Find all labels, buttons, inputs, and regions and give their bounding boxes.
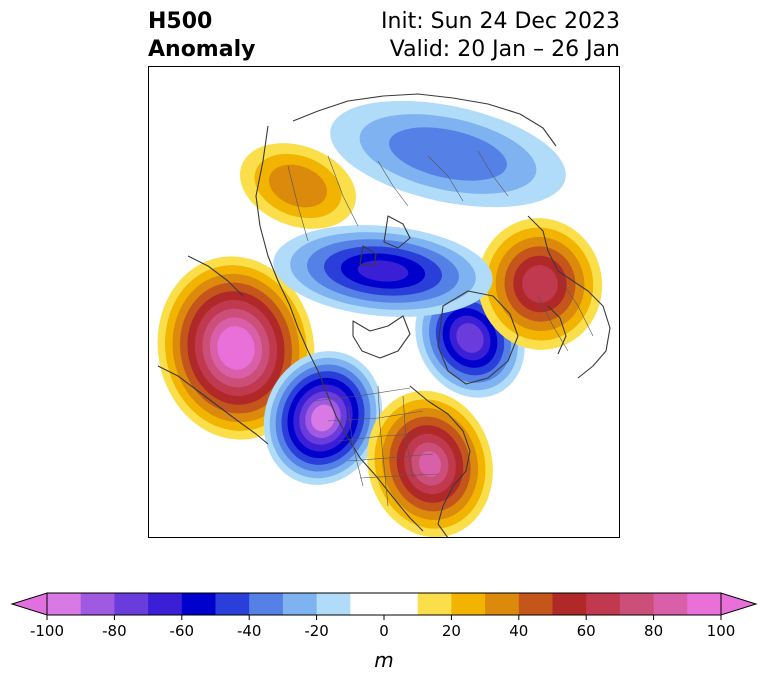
colorbar-box <box>687 593 722 615</box>
colorbar-box <box>619 593 654 615</box>
colorbar-box <box>282 593 317 615</box>
colorbar-tick-label: -80 <box>102 622 127 640</box>
contour-level <box>418 451 442 477</box>
colorbar-tick-label: -20 <box>304 622 329 640</box>
colorbar-box <box>114 593 149 615</box>
anomaly-trough <box>330 100 566 208</box>
colorbar-extend-low <box>10 592 48 616</box>
colorbar-tick-label: -40 <box>237 622 262 640</box>
colorbar-box <box>518 593 553 615</box>
map-title: H500 Anomaly <box>148 8 255 64</box>
colorbar-box <box>451 593 486 615</box>
anomaly-ridge <box>477 218 603 350</box>
colorbar-tick-label: 60 <box>577 622 596 640</box>
colorbar-box <box>80 593 115 615</box>
colorbar-box <box>552 593 587 615</box>
colorbar-extend-high <box>720 592 758 616</box>
map-border <box>148 66 620 538</box>
colorbar-tick-label: 100 <box>707 622 736 640</box>
colorbar-box <box>47 593 82 615</box>
anomaly-trough <box>263 351 383 485</box>
colorbar-tick-label: -60 <box>170 622 195 640</box>
colorbar-unit-label: m <box>374 648 393 672</box>
contour-level <box>522 265 558 303</box>
colorbar-box <box>384 593 419 615</box>
colorbar-tick-label: -100 <box>30 622 64 640</box>
colorbar-box <box>181 593 216 615</box>
colorbar-boxes <box>10 592 758 616</box>
colorbar-box <box>215 593 250 615</box>
colorbar-box <box>485 593 520 615</box>
colorbar-box <box>316 593 351 615</box>
colorbar: -100 -80 -60 -40 -20 0 20 40 60 80 100 m <box>10 592 758 672</box>
anomaly-trough <box>273 225 493 317</box>
colorbar-tick-label: 80 <box>644 622 663 640</box>
colorbar-box <box>350 593 385 615</box>
coastlines <box>157 93 611 538</box>
anomaly-contours <box>157 100 603 538</box>
anomaly-ridge <box>367 390 493 538</box>
contour-level <box>311 404 335 432</box>
contour-level <box>224 334 248 362</box>
forecast-dates: Init: Sun 24 Dec 2023 Valid: 20 Jan – 26… <box>381 8 620 64</box>
colorbar-box <box>148 593 183 615</box>
colorbar-box <box>653 593 688 615</box>
init-date: Init: Sun 24 Dec 2023 <box>381 9 620 34</box>
anomaly-ridge <box>239 143 357 229</box>
colorbar-box <box>586 593 621 615</box>
colorbar-box <box>249 593 284 615</box>
colorbar-tick-label: 20 <box>442 622 461 640</box>
contour-level <box>389 127 507 181</box>
anomaly-map <box>148 66 620 538</box>
title-line-1: H500 <box>148 9 213 34</box>
valid-date: Valid: 20 Jan – 26 Jan <box>389 37 620 62</box>
colorbar-ticks: -100 -80 -60 -40 -20 0 20 40 60 80 100 <box>30 615 735 640</box>
contour-level <box>268 164 328 208</box>
colorbar-tick-label: 40 <box>509 622 528 640</box>
contour-level <box>456 323 484 353</box>
colorbar-tick-label: 0 <box>379 622 389 640</box>
political-borders <box>287 150 594 507</box>
title-line-2: Anomaly <box>148 37 256 62</box>
colorbar-box <box>417 593 452 615</box>
